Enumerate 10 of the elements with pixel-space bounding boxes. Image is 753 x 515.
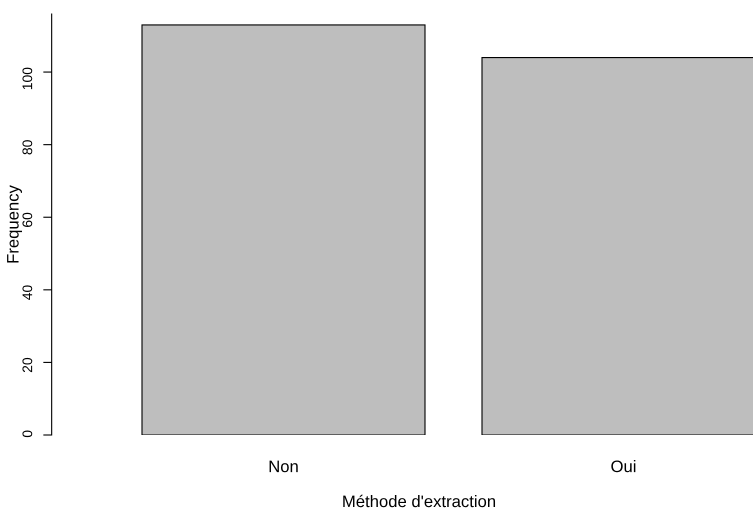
- x-tick-label: Oui: [611, 460, 636, 472]
- y-tick-label: 80: [22, 140, 32, 154]
- x-tick-label: Non: [270, 460, 298, 472]
- y-tick-label: 0: [22, 430, 32, 438]
- y-tick-label: 60: [22, 212, 32, 227]
- y-tick-label: 100: [22, 68, 32, 90]
- y-axis-title: Frequency: [7, 185, 22, 262]
- x-axis-title: Méthode d'extraction: [343, 494, 496, 508]
- y-tick-label: 20: [22, 358, 32, 372]
- y-tick-label: 40: [22, 285, 32, 300]
